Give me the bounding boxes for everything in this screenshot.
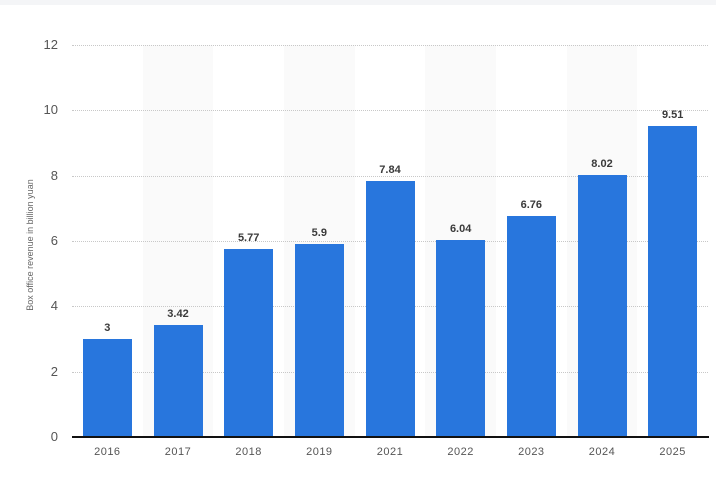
y-tick-label: 2	[50, 363, 58, 379]
x-tick-label: 2017	[164, 446, 192, 458]
bar[interactable]	[506, 216, 556, 437]
bar[interactable]	[294, 244, 344, 437]
bar[interactable]	[436, 239, 486, 437]
y-axis-label: Box office revenue in billion yuan	[25, 179, 35, 311]
bar[interactable]	[648, 126, 698, 437]
x-tick-label: 2021	[376, 446, 404, 458]
x-axis-line	[72, 436, 709, 438]
bar[interactable]	[224, 248, 274, 437]
y-tick-label: 6	[50, 233, 58, 248]
gridline	[72, 110, 708, 112]
bar[interactable]	[577, 175, 627, 437]
y-tick-label: 0	[50, 429, 58, 444]
bar[interactable]	[82, 339, 132, 437]
bar-value-label: 6.04	[449, 222, 472, 235]
bar[interactable]	[365, 180, 415, 437]
bar-value-label: 3.42	[167, 308, 189, 321]
x-tick-label: 2018	[235, 446, 262, 458]
bar-value-label: 3	[104, 322, 111, 334]
top-strip	[0, 0, 716, 5]
x-tick-label: 2024	[588, 446, 616, 458]
y-tick-label: 12	[43, 37, 58, 52]
bar-value-label: 5.77	[237, 231, 260, 244]
x-tick-label: 2025	[659, 446, 686, 458]
y-tick-label: 4	[50, 298, 58, 314]
bar-value-label: 9.51	[661, 109, 684, 122]
bar-value-label: 5.9	[311, 227, 327, 240]
bar-value-label: 6.76	[520, 199, 543, 212]
gridline	[72, 45, 708, 46]
y-tick-label: 8	[50, 167, 58, 183]
x-tick-label: 2023	[518, 446, 545, 458]
x-tick-label: 2016	[94, 446, 121, 458]
gridline	[72, 175, 708, 177]
bar-value-label: 8.02	[591, 158, 613, 170]
x-tick-label: 2019	[306, 446, 333, 458]
y-tick-label: 10	[43, 102, 58, 118]
x-tick-label: 2022	[447, 446, 474, 458]
bar[interactable]	[153, 325, 203, 437]
bar-value-label: 7.84	[379, 163, 401, 176]
